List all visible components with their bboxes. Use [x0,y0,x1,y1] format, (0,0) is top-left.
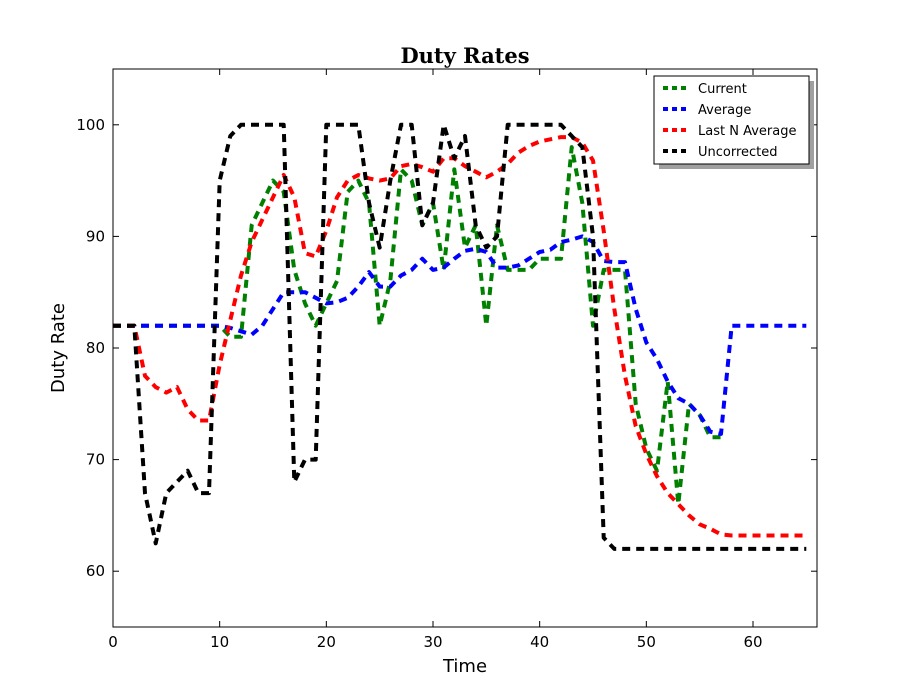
x-tick-label: 60 [743,633,762,651]
series-line-uncorrected [113,122,807,551]
legend-items: Current Average Last N Average Uncorrected [663,82,796,160]
legend-label-average: Average [698,103,751,118]
chart-title: Duty Rates [400,43,529,68]
x-tick-label: 10 [210,633,229,651]
y-tick-label: 60 [86,562,105,580]
y-tick-label: 100 [76,116,105,134]
legend-label-last-n-average: Last N Average [698,124,796,139]
legend-box [653,75,810,165]
legend-label-uncorrected: Uncorrected [698,145,778,160]
x-tick-label: 20 [317,633,336,651]
series-line-last-n-average [113,135,807,538]
x-tick-label: 50 [637,633,656,651]
x-tick-label: 30 [423,633,442,651]
y-axis-label: Duty Rate [48,303,69,393]
x-tick-label: 0 [108,633,118,651]
x-tick-label: 40 [530,633,549,651]
y-tick-label: 90 [86,227,105,245]
series-line-average [113,234,807,436]
series-layer [113,122,807,551]
y-tick-label: 80 [86,339,105,357]
y-tick-label: 70 [86,451,105,469]
x-axis-label: Time [442,656,487,677]
legend: Current Average Last N Average Uncorrected [653,75,814,169]
legend-label-current: Current [698,82,747,97]
ticks-layer: 0 10 20 30 40 50 60 60 70 80 90 100 [76,69,817,651]
